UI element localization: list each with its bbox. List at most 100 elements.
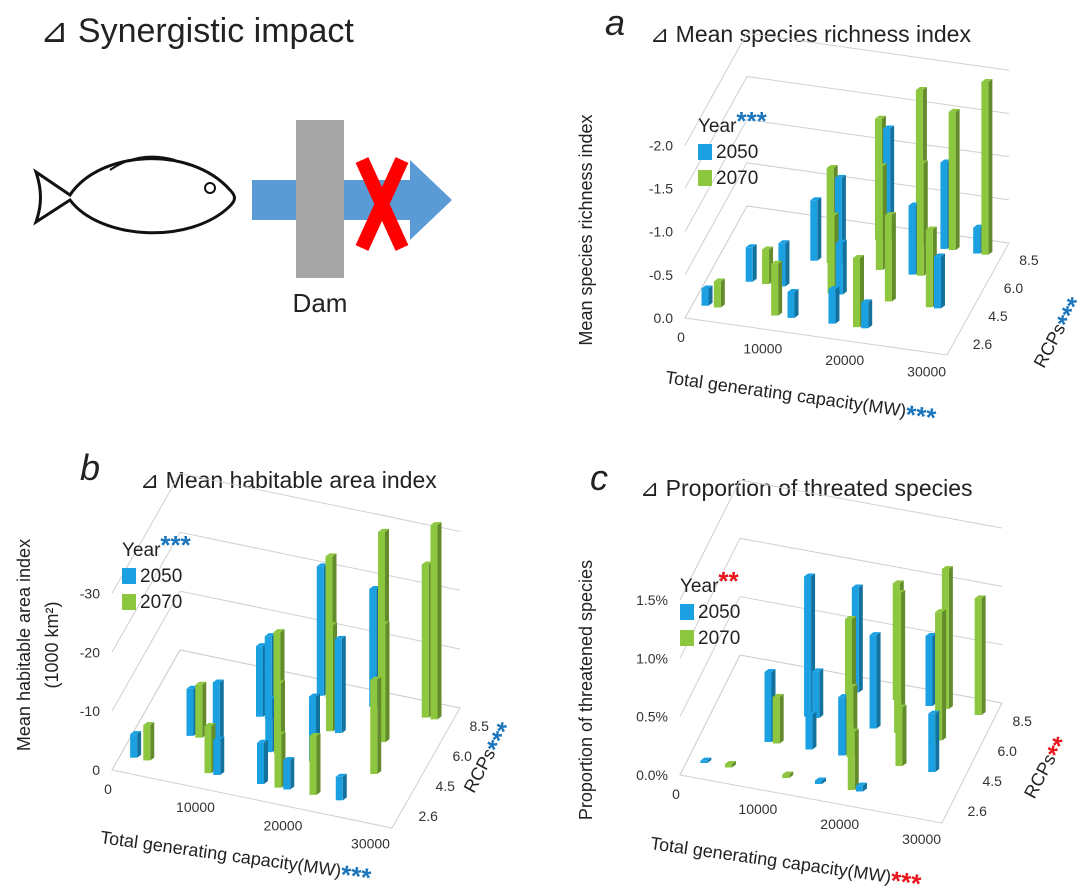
bar [701, 285, 713, 306]
bar-top [724, 761, 736, 764]
bar-side [341, 635, 346, 734]
bar-top [810, 197, 822, 201]
bar [974, 595, 986, 715]
y-axis-label: Mean habitable area index [14, 539, 34, 751]
legend: Year*** 2050 2070 [122, 530, 192, 613]
grid-line [111, 590, 461, 712]
bar-top [853, 255, 864, 259]
y-tick-label: -20 [80, 644, 100, 660]
bar-front [143, 725, 151, 761]
grid-line [679, 596, 1003, 717]
floor [684, 205, 1010, 356]
bar [884, 212, 896, 302]
bar-side [731, 761, 736, 768]
bar-side [137, 731, 142, 758]
bar [981, 78, 993, 255]
bar-top [430, 522, 442, 526]
bar-top [804, 573, 816, 577]
bar-front [378, 531, 385, 709]
bar-top [883, 125, 895, 129]
legend-title-stars: *** [160, 530, 191, 560]
bar [430, 522, 442, 720]
grid-line [684, 32, 1010, 146]
bar-top [283, 757, 295, 761]
bar [370, 676, 382, 774]
z-tick-label: 4.5 [436, 778, 456, 794]
x-tick-label: 20000 [820, 816, 859, 832]
bar-top [256, 643, 267, 647]
y-tick-label: -10 [80, 703, 100, 719]
bar-side [835, 286, 840, 324]
bar-top [869, 632, 881, 636]
x-axis-label: Total generating capacity(MW)*** [663, 365, 939, 433]
bar-top [265, 696, 277, 700]
bar-side [437, 522, 442, 720]
bar-side [779, 693, 784, 744]
bar-front [369, 588, 377, 707]
bar-front [847, 731, 855, 790]
arrow [252, 160, 452, 240]
bar-top [935, 609, 947, 613]
bar-top [316, 563, 328, 567]
bar-side [707, 757, 712, 763]
bar [283, 757, 295, 790]
bar [934, 253, 945, 309]
legend-label: 2070 [698, 628, 740, 649]
y-tick-label: 1.0% [636, 650, 668, 666]
bar [772, 693, 784, 744]
bar-front [186, 688, 194, 736]
bar-front [274, 734, 282, 788]
x-axis-label-text: Total generating capacity(MW) [664, 367, 908, 421]
bar-front [827, 215, 835, 294]
bar-top [764, 669, 776, 672]
x-axis-label-text: Total generating capacity(MW) [99, 827, 343, 881]
bar-front [940, 162, 948, 249]
z-axis-label: RCPs** [1018, 731, 1076, 805]
bar [805, 711, 817, 750]
bar-front [701, 288, 709, 306]
bar-front [787, 291, 795, 318]
bar-top [212, 679, 224, 683]
bar-front [212, 682, 220, 742]
bar-front [875, 166, 883, 270]
bar [334, 635, 346, 734]
chart-title: ⊿ Mean habitable area index [140, 467, 437, 493]
bar-front [782, 774, 790, 778]
bar-top [875, 163, 887, 167]
y-tick-label: 0.0% [636, 767, 668, 783]
bar-side [819, 668, 824, 718]
bar-front [257, 742, 264, 784]
bar-top [378, 621, 390, 625]
legend: Year*** 2050 2070 [698, 106, 768, 189]
bar-top [805, 711, 817, 715]
bar-side [858, 584, 863, 693]
bar-side [219, 679, 224, 742]
y-tick-label: 0 [92, 762, 100, 778]
figure-title: ⊿ Synergistic impact [40, 12, 354, 50]
bar-side [720, 278, 725, 308]
bar [195, 681, 207, 738]
fish [33, 157, 236, 235]
bar-top [195, 681, 207, 685]
bar-front [845, 619, 852, 724]
bar-top [892, 580, 904, 584]
bar [700, 757, 712, 763]
panel: b ⊿ Mean habitable area index 0 -10 -20 -30 0 1… [14, 447, 521, 890]
bar-side [785, 240, 790, 287]
bar-side [385, 621, 390, 743]
bar [894, 590, 906, 733]
bar-top [934, 253, 945, 257]
bar [928, 710, 940, 772]
bar-top [787, 288, 799, 292]
y-tick-label: -30 [80, 585, 100, 601]
bar [948, 108, 960, 251]
bar-top [143, 722, 155, 726]
legend-title-stars: ** [718, 566, 739, 596]
bar-top [701, 285, 713, 289]
legend-title: Year*** [122, 530, 192, 561]
grid-line [111, 472, 461, 594]
y-tick-label: 1.5% [636, 592, 668, 608]
panel-letter: c [590, 457, 608, 498]
bar-front [745, 247, 753, 282]
bar-front [334, 638, 342, 734]
